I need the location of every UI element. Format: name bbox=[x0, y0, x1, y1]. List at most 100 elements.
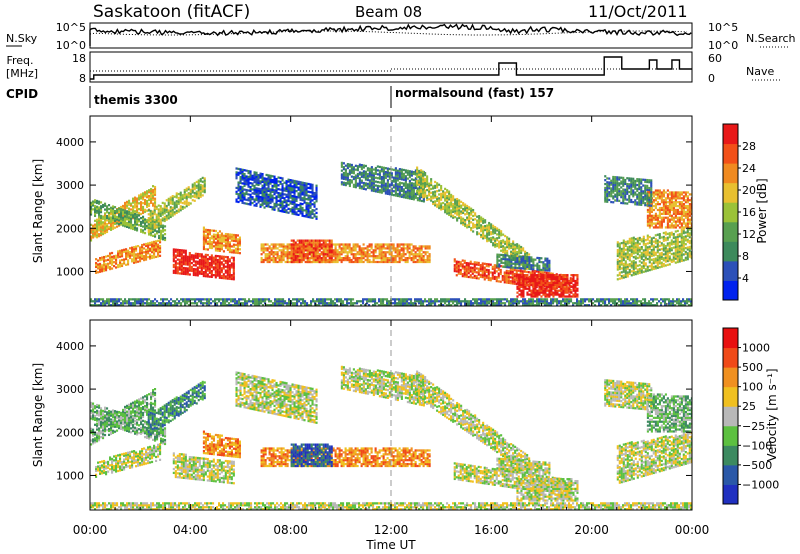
power-cell bbox=[528, 263, 531, 267]
power-cell bbox=[532, 262, 535, 265]
power-cell bbox=[140, 195, 143, 198]
power-cell bbox=[390, 172, 393, 175]
power-cell bbox=[516, 250, 519, 254]
power-cell bbox=[566, 277, 569, 281]
power-cell bbox=[125, 248, 128, 251]
power-cell bbox=[206, 257, 209, 261]
power-cell bbox=[634, 241, 637, 245]
power-cell bbox=[102, 221, 105, 224]
power-cell bbox=[350, 175, 353, 178]
power-cell bbox=[237, 181, 240, 184]
power-cell bbox=[303, 185, 306, 189]
power-cell bbox=[306, 243, 309, 246]
power-cell bbox=[420, 255, 423, 258]
power-cell bbox=[133, 251, 136, 255]
power-cell bbox=[272, 253, 275, 256]
power-cell bbox=[202, 263, 205, 266]
power-cell bbox=[390, 179, 393, 183]
power-cell bbox=[289, 194, 292, 197]
power-cell bbox=[212, 237, 215, 240]
power-cell bbox=[195, 196, 198, 199]
power-cell bbox=[149, 209, 152, 213]
nsky-tick-high: 10^5 bbox=[56, 21, 86, 34]
power-cell bbox=[172, 263, 175, 267]
power-cell bbox=[272, 256, 275, 260]
power-cell bbox=[542, 289, 545, 292]
power-cell bbox=[358, 186, 361, 190]
power-cell bbox=[309, 216, 312, 219]
power-cell bbox=[444, 209, 447, 212]
power-cell bbox=[234, 239, 237, 243]
power-cell bbox=[456, 211, 459, 214]
power-cell bbox=[514, 247, 517, 250]
power-cell bbox=[92, 232, 95, 235]
power-cell bbox=[322, 249, 325, 252]
power-cell bbox=[139, 248, 142, 251]
power-cell bbox=[378, 260, 381, 264]
power-cell bbox=[201, 180, 204, 183]
power-cell bbox=[426, 194, 429, 198]
power-cell bbox=[496, 255, 499, 258]
power-cell bbox=[530, 295, 533, 298]
power-cell bbox=[370, 189, 373, 192]
power-cell bbox=[622, 264, 625, 268]
power-cell bbox=[408, 187, 411, 190]
power-cell bbox=[228, 260, 231, 263]
power-cell bbox=[194, 268, 197, 271]
power-cell bbox=[293, 195, 296, 198]
power-cell bbox=[320, 247, 323, 250]
power-cell bbox=[624, 273, 627, 277]
power-cell bbox=[287, 186, 290, 189]
power-cell bbox=[374, 260, 377, 264]
power-cell bbox=[456, 197, 459, 201]
power-cell bbox=[620, 261, 623, 264]
power-cell bbox=[175, 211, 178, 215]
power-cell bbox=[372, 185, 375, 189]
power-cell bbox=[406, 183, 409, 186]
power-cell bbox=[214, 260, 217, 263]
power-cell bbox=[320, 251, 323, 254]
power-cell bbox=[128, 212, 131, 216]
power-cell bbox=[97, 267, 100, 270]
power-cell bbox=[291, 208, 294, 211]
power-cell bbox=[538, 266, 541, 269]
power-cell bbox=[304, 247, 307, 250]
power-cell bbox=[131, 248, 134, 251]
power-cell bbox=[274, 260, 277, 264]
power-cell bbox=[172, 252, 175, 255]
power-cell bbox=[486, 238, 489, 241]
power-cell bbox=[216, 268, 219, 271]
power-cell bbox=[167, 215, 170, 218]
power-cell bbox=[226, 233, 229, 236]
power-cell bbox=[94, 219, 97, 222]
power-cell bbox=[152, 188, 155, 192]
power-cell bbox=[270, 253, 273, 256]
power-cell bbox=[301, 208, 304, 212]
power-cell bbox=[432, 200, 435, 204]
power-cell bbox=[518, 265, 521, 268]
power-cell bbox=[275, 197, 278, 200]
power-cell bbox=[530, 274, 533, 277]
power-cell bbox=[434, 190, 437, 193]
power-cell bbox=[255, 202, 258, 206]
power-cell bbox=[544, 283, 547, 287]
power-cell bbox=[95, 265, 98, 269]
power-cell bbox=[273, 208, 276, 211]
power-cell bbox=[438, 197, 441, 200]
power-cell bbox=[315, 194, 318, 197]
power-cell bbox=[564, 277, 567, 281]
power-cell bbox=[424, 177, 427, 181]
power-cell bbox=[474, 225, 477, 229]
power-cell bbox=[202, 242, 205, 245]
power-cell bbox=[396, 169, 399, 172]
power-cell bbox=[528, 261, 531, 265]
power-cell bbox=[298, 256, 301, 260]
power-cell bbox=[482, 225, 485, 228]
power-cell bbox=[232, 268, 235, 271]
power-cell bbox=[484, 226, 487, 230]
power-cell bbox=[259, 174, 262, 177]
power-cell bbox=[382, 186, 385, 189]
power-cell bbox=[131, 246, 134, 249]
power-cell bbox=[131, 254, 134, 257]
power-cell bbox=[374, 243, 377, 246]
